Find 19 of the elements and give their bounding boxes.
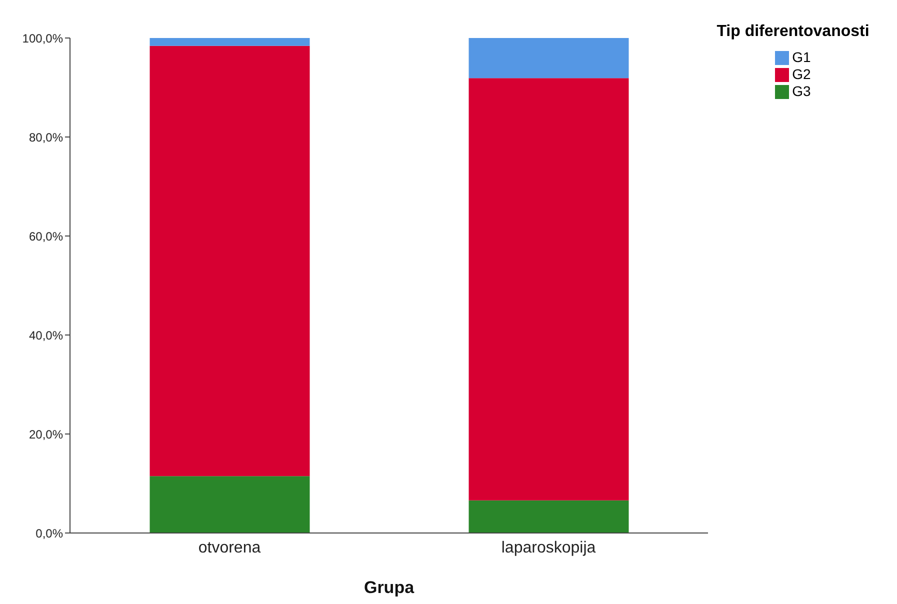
y-tick-label: 0,0% [36, 526, 64, 540]
x-tick-label: laparoskopija [501, 539, 596, 556]
legend-title: Tip diferentovanosti [716, 22, 870, 41]
legend-label: G2 [792, 66, 811, 83]
y-tick-label: 80,0% [28, 130, 64, 144]
legend-label: G3 [792, 83, 811, 100]
y-tick-label: 40,0% [28, 328, 64, 342]
legend-label: G1 [792, 49, 811, 66]
bar [150, 38, 310, 46]
x-tick-label: otvorena [198, 539, 261, 556]
bar [150, 46, 310, 476]
bar [150, 476, 310, 533]
y-tick-label: 60,0% [28, 229, 64, 244]
bar [468, 500, 629, 533]
y-tick-label: 20,0% [28, 427, 64, 442]
bar [468, 38, 629, 78]
y-tick-label: 100,0% [22, 31, 64, 46]
bar [468, 78, 629, 500]
x-axis-title: Grupa [364, 578, 415, 597]
